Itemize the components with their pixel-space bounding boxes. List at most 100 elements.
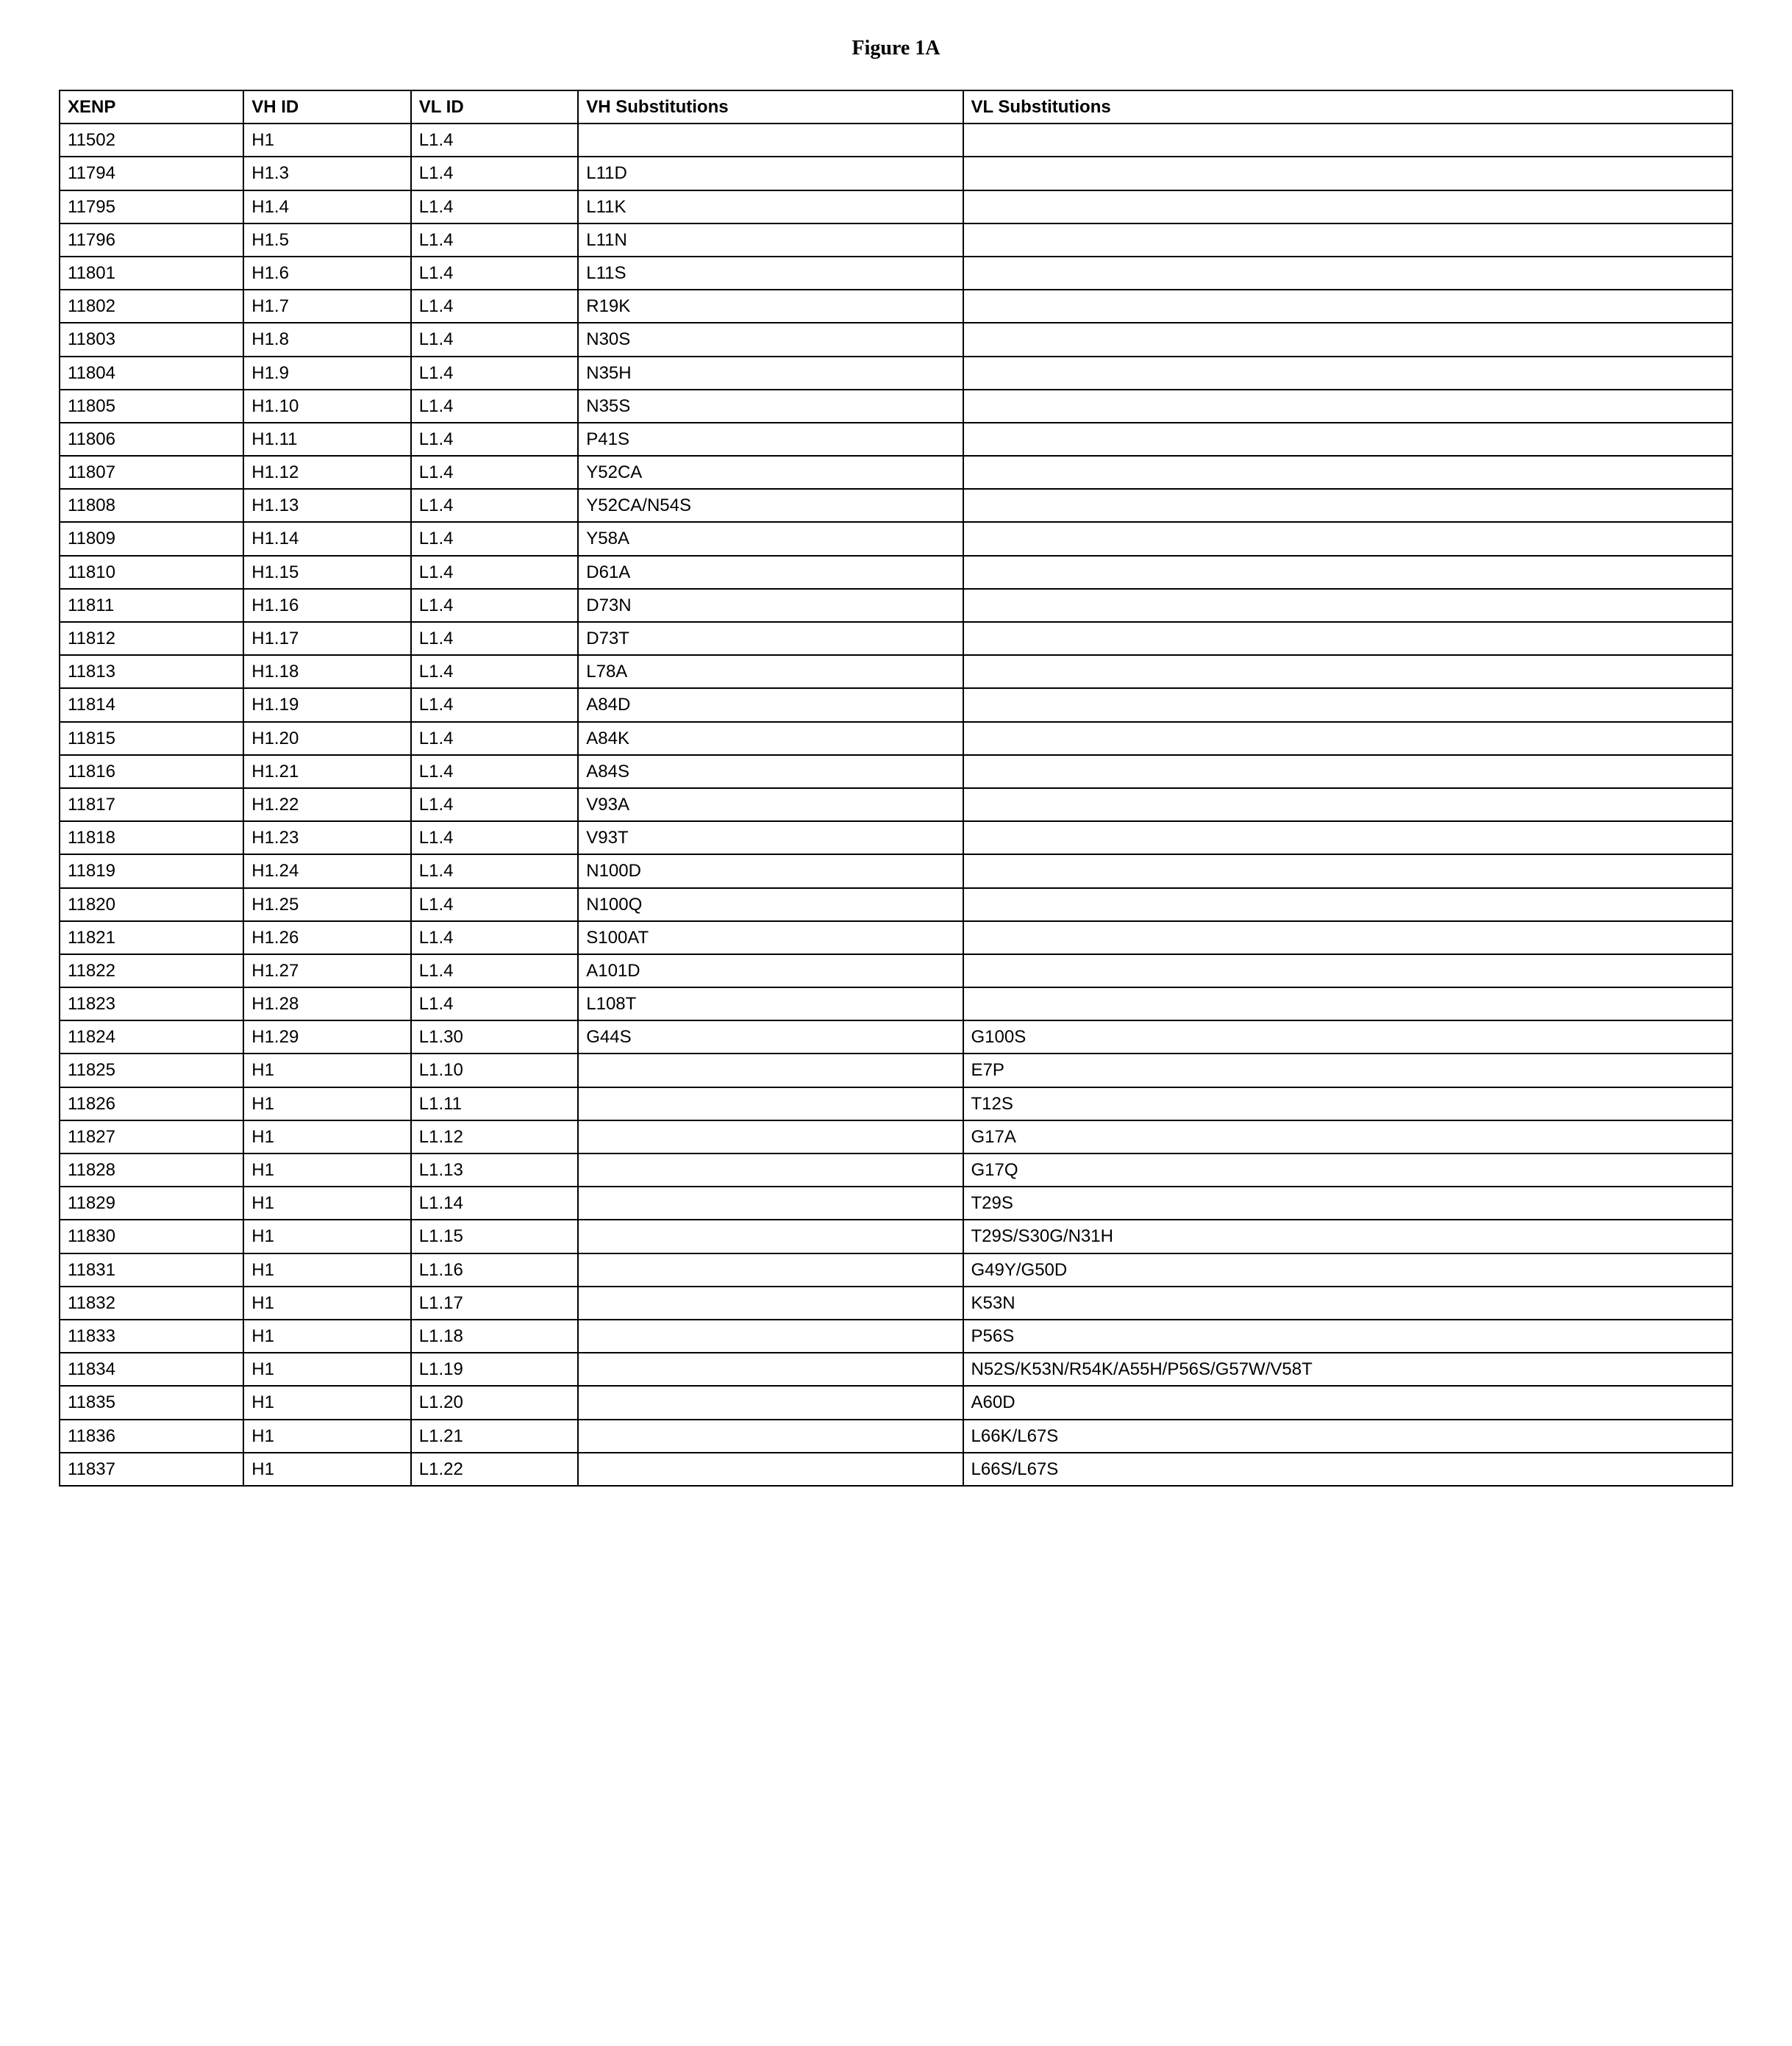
table-cell: 11833 bbox=[60, 1320, 243, 1353]
table-cell: H1.3 bbox=[243, 157, 411, 190]
table-cell: L1.4 bbox=[411, 954, 579, 987]
col-header-vlid: VL ID bbox=[411, 90, 579, 124]
table-cell bbox=[963, 987, 1733, 1020]
table-cell: H1.5 bbox=[243, 223, 411, 257]
table-cell bbox=[963, 357, 1733, 390]
table-cell: L1.4 bbox=[411, 223, 579, 257]
table-cell: Y52CA/N54S bbox=[578, 489, 963, 522]
table-row: 11837H1L1.22L66S/L67S bbox=[60, 1453, 1732, 1486]
table-cell bbox=[963, 423, 1733, 456]
table-cell bbox=[963, 124, 1733, 157]
table-cell: 11808 bbox=[60, 489, 243, 522]
table-cell: G100S bbox=[963, 1020, 1733, 1054]
table-cell bbox=[963, 157, 1733, 190]
table-cell bbox=[963, 921, 1733, 954]
table-cell: Y52CA bbox=[578, 456, 963, 489]
table-cell bbox=[963, 888, 1733, 921]
table-cell: H1.11 bbox=[243, 423, 411, 456]
table-cell: T29S bbox=[963, 1187, 1733, 1220]
table-row: 11831H1L1.16G49Y/G50D bbox=[60, 1253, 1732, 1287]
table-cell: N35S bbox=[578, 390, 963, 423]
table-cell: 11807 bbox=[60, 456, 243, 489]
table-cell: 11822 bbox=[60, 954, 243, 987]
table-cell: 11812 bbox=[60, 622, 243, 655]
table-cell: G17A bbox=[963, 1120, 1733, 1153]
table-row: 11802H1.7L1.4R19K bbox=[60, 290, 1732, 323]
table-cell: 11815 bbox=[60, 722, 243, 755]
table-cell bbox=[963, 622, 1733, 655]
table-cell: 11830 bbox=[60, 1220, 243, 1253]
table-cell: 11802 bbox=[60, 290, 243, 323]
table-cell: 11832 bbox=[60, 1287, 243, 1320]
table-cell: L1.18 bbox=[411, 1320, 579, 1353]
table-cell: N30S bbox=[578, 323, 963, 356]
table-cell bbox=[578, 1087, 963, 1120]
table-cell: H1.21 bbox=[243, 755, 411, 788]
table-cell bbox=[963, 456, 1733, 489]
table-cell: 11836 bbox=[60, 1420, 243, 1453]
table-cell: 11804 bbox=[60, 357, 243, 390]
table-cell: L1.4 bbox=[411, 190, 579, 223]
table-cell: 11820 bbox=[60, 888, 243, 921]
table-cell bbox=[963, 223, 1733, 257]
table-cell: A84K bbox=[578, 722, 963, 755]
table-cell: L1.21 bbox=[411, 1420, 579, 1453]
substitutions-table: XENP VH ID VL ID VH Substitutions VL Sub… bbox=[59, 90, 1733, 1487]
table-cell bbox=[963, 821, 1733, 854]
table-cell bbox=[963, 788, 1733, 821]
table-cell: N100D bbox=[578, 854, 963, 887]
table-row: 11816H1.21L1.4A84S bbox=[60, 755, 1732, 788]
table-cell: T12S bbox=[963, 1087, 1733, 1120]
table-cell: H1 bbox=[243, 1087, 411, 1120]
table-cell: H1.13 bbox=[243, 489, 411, 522]
table-cell: 11813 bbox=[60, 655, 243, 688]
table-cell: H1.19 bbox=[243, 688, 411, 721]
table-cell: H1.6 bbox=[243, 257, 411, 290]
table-cell: L1.4 bbox=[411, 390, 579, 423]
table-cell bbox=[963, 257, 1733, 290]
table-row: 11821H1.26L1.4S100AT bbox=[60, 921, 1732, 954]
table-cell: L108T bbox=[578, 987, 963, 1020]
table-cell: H1.15 bbox=[243, 556, 411, 589]
table-row: 11811H1.16L1.4D73N bbox=[60, 589, 1732, 622]
table-cell: H1 bbox=[243, 1253, 411, 1287]
table-row: 11803H1.8L1.4N30S bbox=[60, 323, 1732, 356]
table-cell: T29S/S30G/N31H bbox=[963, 1220, 1733, 1253]
table-cell: L1.13 bbox=[411, 1153, 579, 1187]
table-cell: L1.4 bbox=[411, 124, 579, 157]
table-cell bbox=[578, 1353, 963, 1386]
table-cell: H1.23 bbox=[243, 821, 411, 854]
table-cell: H1.24 bbox=[243, 854, 411, 887]
table-cell: H1 bbox=[243, 1320, 411, 1353]
table-cell: L1.16 bbox=[411, 1253, 579, 1287]
table-row: 11817H1.22L1.4V93A bbox=[60, 788, 1732, 821]
col-header-vhsub: VH Substitutions bbox=[578, 90, 963, 124]
table-cell: 11817 bbox=[60, 788, 243, 821]
table-cell: 11803 bbox=[60, 323, 243, 356]
table-row: 11829H1L1.14T29S bbox=[60, 1187, 1732, 1220]
table-cell: L1.4 bbox=[411, 788, 579, 821]
table-cell: L66K/L67S bbox=[963, 1420, 1733, 1453]
table-cell: 11825 bbox=[60, 1054, 243, 1087]
table-cell bbox=[578, 1187, 963, 1220]
table-row: 11814H1.19L1.4A84D bbox=[60, 688, 1732, 721]
table-cell: A84S bbox=[578, 755, 963, 788]
table-cell: 11829 bbox=[60, 1187, 243, 1220]
table-cell: L1.4 bbox=[411, 556, 579, 589]
col-header-xenp: XENP bbox=[60, 90, 243, 124]
table-cell: L1.4 bbox=[411, 888, 579, 921]
table-cell: H1.26 bbox=[243, 921, 411, 954]
table-cell: H1 bbox=[243, 1220, 411, 1253]
table-cell: H1.8 bbox=[243, 323, 411, 356]
table-row: 11804H1.9L1.4N35H bbox=[60, 357, 1732, 390]
table-row: 11805H1.10L1.4N35S bbox=[60, 390, 1732, 423]
table-cell bbox=[963, 655, 1733, 688]
table-cell: 11796 bbox=[60, 223, 243, 257]
table-row: 11820H1.25L1.4N100Q bbox=[60, 888, 1732, 921]
table-cell: 11809 bbox=[60, 522, 243, 555]
table-cell bbox=[963, 954, 1733, 987]
table-cell bbox=[963, 688, 1733, 721]
table-row: 11806H1.11L1.4P41S bbox=[60, 423, 1732, 456]
table-row: 11812H1.17L1.4D73T bbox=[60, 622, 1732, 655]
table-cell: L1.4 bbox=[411, 921, 579, 954]
